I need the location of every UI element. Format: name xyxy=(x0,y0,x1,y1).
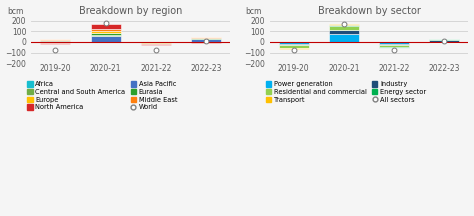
Bar xyxy=(91,31,121,33)
Bar xyxy=(141,43,171,44)
Bar xyxy=(91,24,121,29)
Bar xyxy=(379,47,409,48)
Bar xyxy=(279,42,309,44)
Y-axis label: bcm: bcm xyxy=(246,7,262,16)
Bar xyxy=(40,39,71,40)
Bar xyxy=(279,45,309,48)
Bar xyxy=(279,48,309,49)
Bar xyxy=(329,24,359,25)
Bar xyxy=(379,44,409,45)
Bar xyxy=(279,44,309,45)
Bar xyxy=(40,43,71,44)
Bar xyxy=(191,39,221,42)
Bar xyxy=(329,25,359,26)
Bar xyxy=(91,41,121,42)
Bar xyxy=(329,34,359,42)
Bar xyxy=(91,36,121,41)
Legend: Power generation, Residential and commercial, Transport, Industry, Energy sector: Power generation, Residential and commer… xyxy=(263,79,429,105)
Bar xyxy=(429,39,459,40)
Bar xyxy=(91,35,121,36)
Bar xyxy=(91,33,121,35)
Legend: Africa, Central and South America, Europe, North America, Asia Pacific, Eurasia,: Africa, Central and South America, Europ… xyxy=(25,79,180,113)
Bar xyxy=(329,26,359,30)
Bar xyxy=(329,30,359,34)
Bar xyxy=(40,42,71,43)
Bar xyxy=(379,42,409,44)
Title: Breakdown by region: Breakdown by region xyxy=(79,6,182,16)
Bar xyxy=(141,42,171,43)
Bar xyxy=(40,41,71,42)
Bar xyxy=(91,29,121,31)
Bar xyxy=(141,44,171,45)
Bar xyxy=(429,40,459,42)
Bar xyxy=(191,38,221,39)
Title: Breakdown by sector: Breakdown by sector xyxy=(318,6,420,16)
Bar xyxy=(429,42,459,43)
Bar xyxy=(191,37,221,38)
Bar xyxy=(379,45,409,47)
Y-axis label: bcm: bcm xyxy=(7,7,24,16)
Bar xyxy=(191,42,221,43)
Bar xyxy=(40,40,71,41)
